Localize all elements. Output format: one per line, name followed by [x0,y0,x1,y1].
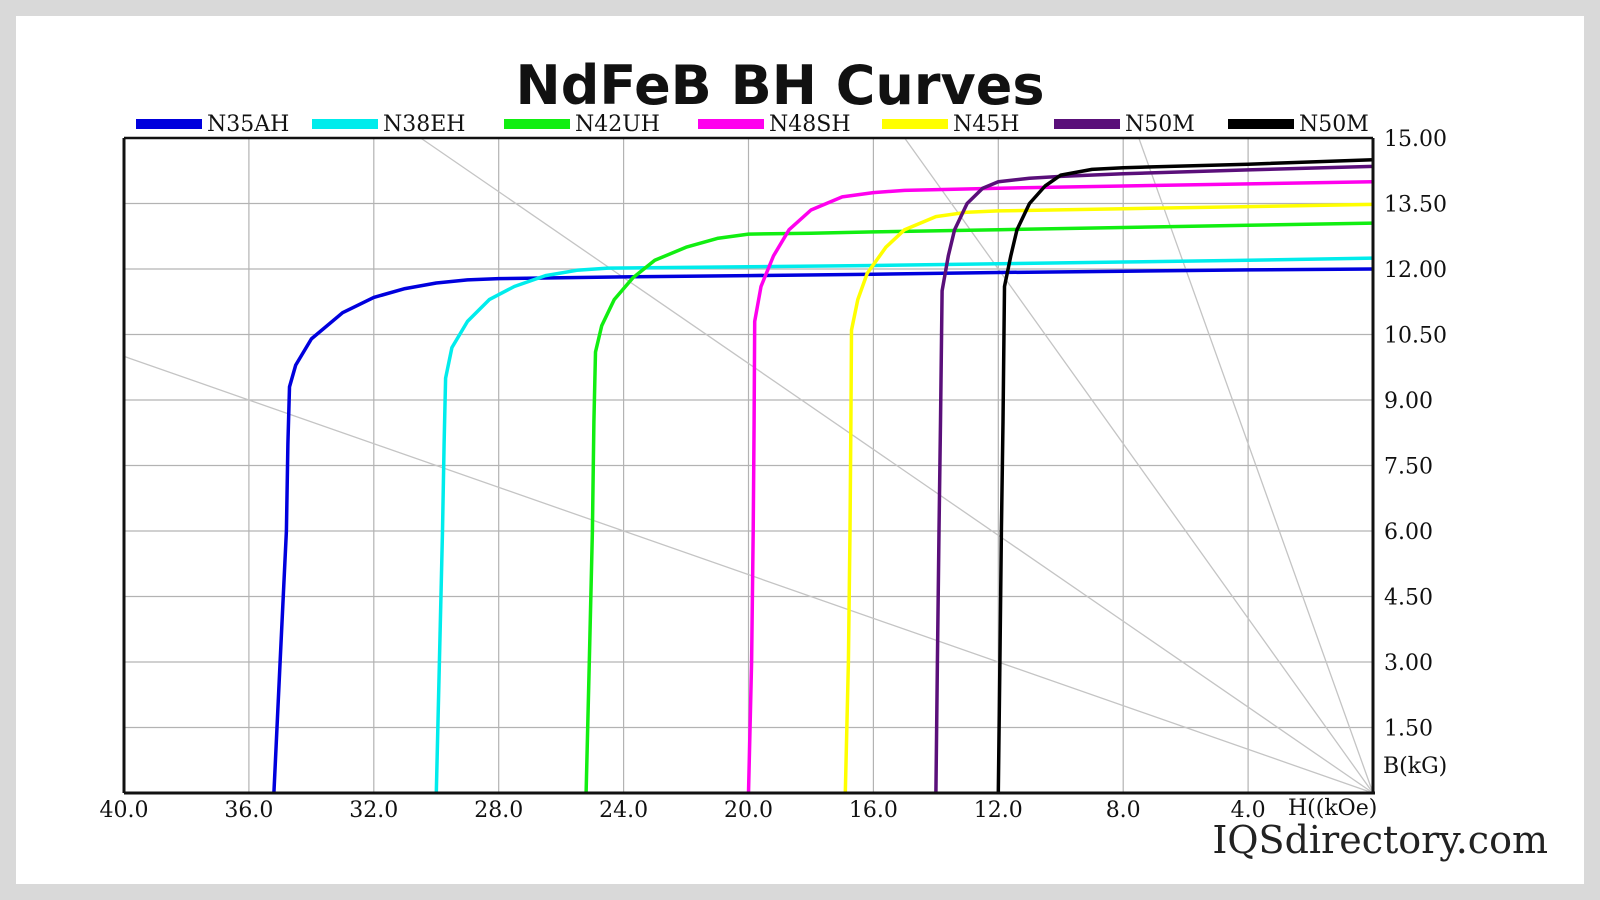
chart-title: NdFeB BH Curves [516,54,1045,117]
legend-swatch [312,119,378,129]
x-tick-label: 32.0 [349,798,398,823]
y-tick-label: 3.00 [1384,651,1433,676]
series-line-n38eh-1 [434,256,1374,794]
legend-label: N48SH [769,112,851,137]
legend-swatch [1054,119,1120,129]
x-tick-label: 40.0 [100,798,149,823]
x-tick-label: 20.0 [724,798,773,823]
series-line-n42uh-2 [584,221,1374,794]
y-tick-label: 12.00 [1384,258,1447,283]
legend-swatch [882,119,948,129]
x-tick-label: 28.0 [474,798,523,823]
y-tick-labels: 15.00 13.50 12.00 10.50 9.00 7.50 6.00 4.50 3.00… [1384,127,1447,742]
x-tick-label: 8.0 [1106,798,1141,823]
load-line [123,355,1374,794]
x-tick-label: 16.0 [849,798,898,823]
y-tick-label: 9.00 [1384,389,1433,414]
y-tick-label: 10.50 [1384,324,1447,349]
y-tick-label: 13.50 [1384,193,1447,218]
legend-label: N38EH [383,112,466,137]
reference-lines [123,137,1374,794]
legend-swatch [698,119,764,129]
x-tick-label: 36.0 [224,798,273,823]
y-axis-label: B(kG) [1383,754,1447,779]
load-line [904,137,1374,794]
legend-swatch [1228,119,1294,129]
bh-curves-chart: NdFeB BH Curves N35AH N38EH N42UH N48SH N45H… [100,54,1548,862]
series-group [272,158,1374,794]
grid-lines [124,138,1373,793]
legend-label: N35AH [207,112,289,137]
x-tick-label: 12.0 [974,798,1023,823]
series-line-n35ah-0 [272,267,1374,794]
x-tick-labels: 40.0 36.0 32.0 28.0 24.0 20.0 16.0 12.0 8.0 4.0 [100,798,1266,823]
legend-label: N50M [1125,112,1195,137]
load-line [420,137,1374,794]
y-tick-label: 1.50 [1384,717,1433,742]
watermark-logo: IQSdirectory.com [1212,818,1548,862]
chart-frame: NdFeB BH Curves N35AH N38EH N42UH N48SH N45H… [16,16,1584,884]
x-axis-label: H((kOe) [1288,796,1377,821]
series-line-n45h-4 [843,202,1374,794]
y-tick-label: 4.50 [1384,586,1433,611]
axes [122,136,1375,795]
y-tick-label: 7.50 [1384,455,1433,480]
y-tick-label: 15.00 [1384,127,1447,152]
legend-swatch [136,119,202,129]
x-tick-label: 4.0 [1231,798,1266,823]
legend-label: N50M [1299,112,1369,137]
legend-label: N42UH [575,112,660,137]
load-line [1138,137,1374,794]
series-line-n50m-5 [934,164,1374,794]
series-line-n48sh-3 [746,179,1374,794]
legend: N35AH N38EH N42UH N48SH N45H N50M N50M [136,112,1369,137]
y-tick-label: 6.00 [1384,520,1433,545]
legend-swatch [504,119,570,129]
x-tick-label: 24.0 [599,798,648,823]
legend-label: N45H [953,112,1019,137]
series-line-n50m-6 [996,158,1374,794]
